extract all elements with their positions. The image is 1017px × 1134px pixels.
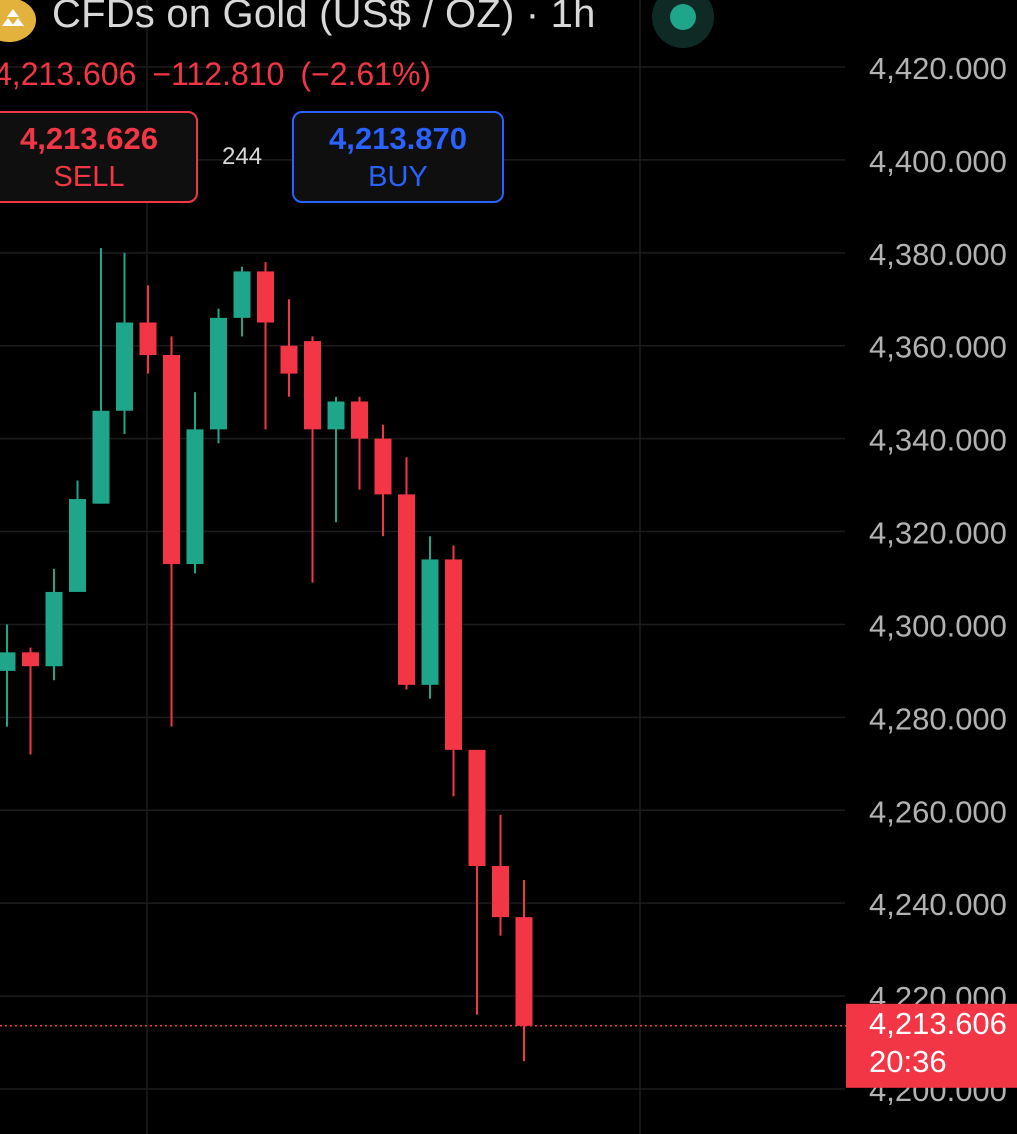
- candle-down: [351, 401, 368, 439]
- candle-down: [468, 749, 486, 867]
- candle-up: [45, 591, 63, 667]
- candle-down: [139, 322, 157, 356]
- candle-down: [445, 559, 462, 750]
- candle-down: [492, 866, 509, 918]
- candle-up: [421, 559, 439, 685]
- candle-down: [22, 652, 39, 667]
- candle-down: [304, 341, 321, 430]
- y-axis-tick-label: 4,280.000: [869, 701, 1007, 736]
- bar-countdown: 20:36: [869, 1044, 947, 1079]
- candle-down: [257, 271, 274, 323]
- last-price: 4,213.606: [0, 56, 137, 92]
- candle-up: [92, 410, 110, 504]
- buy-button[interactable]: 4,213.870 BUY: [292, 111, 504, 203]
- price-summary: 4,213.606 −112.810 (−2.61%): [0, 56, 447, 93]
- y-axis-tick-label: 4,420.000: [869, 51, 1007, 86]
- candle-up: [233, 271, 251, 318]
- sell-button[interactable]: 4,213.626 SELL: [0, 111, 198, 203]
- current-price-badge: [846, 1003, 1017, 1088]
- price-change: −112.810: [152, 56, 285, 92]
- y-axis-tick-label: 4,380.000: [869, 237, 1007, 272]
- price-change-percent: (−2.61%): [300, 56, 432, 92]
- y-axis-tick-label: 4,240.000: [869, 887, 1007, 922]
- market-status-icon[interactable]: [652, 0, 714, 48]
- candle-up: [116, 322, 133, 411]
- candle-down: [280, 345, 298, 374]
- y-axis-tick-label: 4,400.000: [869, 144, 1007, 179]
- sell-label: SELL: [53, 161, 125, 193]
- candle-down: [163, 355, 180, 565]
- y-axis-tick-label: 4,320.000: [869, 516, 1007, 551]
- market-open-dot: [670, 4, 696, 30]
- current-price-label: 4,213.606: [869, 1006, 1007, 1041]
- buy-price: 4,213.870: [329, 121, 467, 156]
- candle-up: [327, 401, 345, 430]
- y-axis-tick-label: 4,360.000: [869, 330, 1007, 365]
- symbol-title[interactable]: CFDs on Gold (US$ / OZ) · 1h: [52, 0, 596, 36]
- candle-down: [374, 438, 392, 495]
- y-axis-tick-label: 4,300.000: [869, 608, 1007, 643]
- spread-value: 244: [222, 143, 263, 170]
- candle-up: [186, 429, 204, 565]
- candle-down: [515, 917, 533, 1026]
- candle-down: [398, 494, 415, 685]
- y-axis-tick-label: 4,340.000: [869, 423, 1007, 458]
- candle-up: [69, 499, 86, 592]
- buy-label: BUY: [368, 161, 428, 193]
- y-axis-tick-label: 4,260.000: [869, 794, 1007, 829]
- candle-up: [210, 317, 227, 430]
- candle-up: [0, 652, 16, 671]
- sell-price: 4,213.626: [20, 121, 158, 156]
